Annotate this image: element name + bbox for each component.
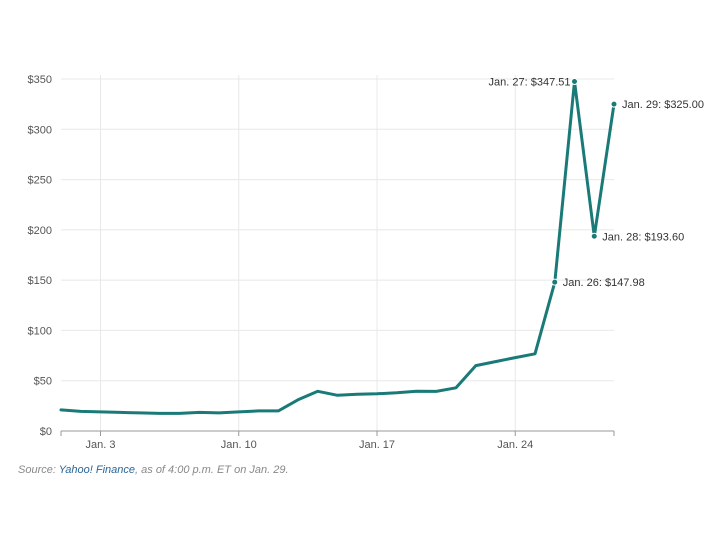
series-layer: [59, 80, 616, 415]
annotation-point: [571, 78, 578, 86]
source-link[interactable]: Yahoo! Finance: [58, 464, 136, 476]
y-tick-label: $50: [34, 376, 52, 388]
axes: $0 $50 $100 $150 $200 $250 $300 $350 Jan. 3 Jan. …: [28, 74, 615, 451]
annotation-point: [590, 232, 598, 240]
x-tick-label: Jan. 3: [86, 439, 116, 451]
y-tick-label: $350: [28, 74, 52, 86]
annotation-label: Jan. 26: $147.98: [563, 277, 645, 289]
annotation-label: Jan. 27: $347.51: [489, 77, 571, 89]
y-tick-label: $0: [40, 426, 52, 438]
price-series-line: [59, 80, 616, 415]
annotation-label: Jan. 29: $325.00: [622, 99, 704, 111]
source-suffix: , as of 4:00 p.m. ET on Jan. 29.: [135, 464, 289, 476]
y-tick-label: $300: [28, 124, 52, 136]
source-prefix: Source:: [18, 464, 59, 476]
y-tick-label: $250: [28, 175, 52, 187]
annotations: Jan. 27: $347.51 Jan. 29: $325.00 Jan. 28:…: [489, 77, 704, 290]
annotation-label: Jan. 28: $193.60: [602, 231, 684, 243]
x-tick-label: Jan. 17: [359, 439, 395, 451]
y-tick-label: $200: [28, 225, 52, 237]
y-tick-label: $100: [28, 325, 52, 337]
source-note: Source: Yahoo! Finance, as of 4:00 p.m. …: [18, 464, 289, 476]
grid: [61, 75, 614, 431]
y-tick-label: $150: [28, 275, 52, 287]
x-tick-label: Jan. 24: [497, 439, 533, 451]
x-tick-label: Jan. 10: [221, 439, 257, 451]
annotation-point: [551, 278, 559, 286]
annotation-point: [610, 100, 618, 108]
